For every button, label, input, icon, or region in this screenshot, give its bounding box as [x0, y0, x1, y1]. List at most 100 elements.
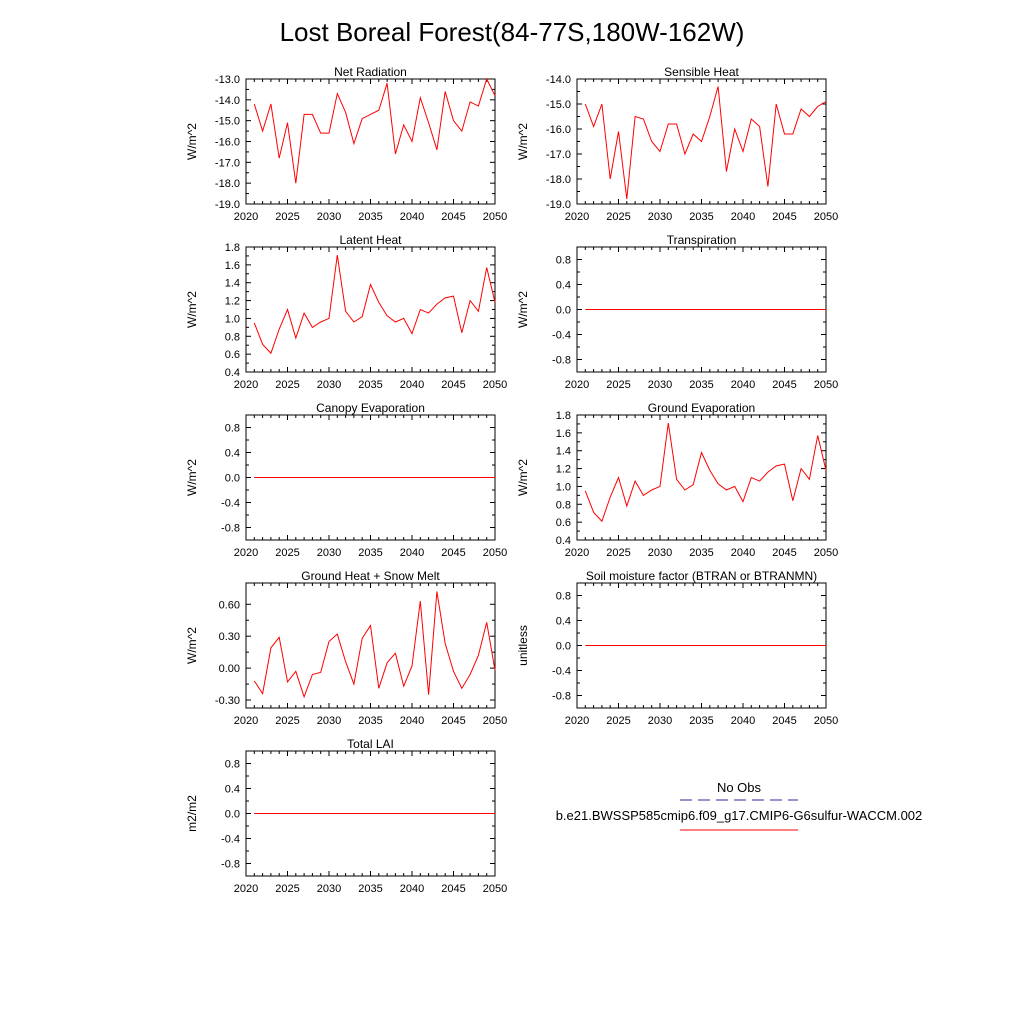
x-tick-label: 2030 — [648, 715, 672, 727]
y-tick-label: 1.8 — [556, 410, 571, 422]
y-tick-label: 0.4 — [556, 616, 571, 628]
y-tick-label: 1.6 — [556, 428, 571, 440]
x-tick-label: 2020 — [565, 715, 589, 727]
y-tick-label: 0.00 — [219, 663, 240, 675]
x-tick-label: 2025 — [275, 715, 299, 727]
y-tick-label: 0.8 — [225, 759, 240, 771]
y-tick-label: 1.4 — [225, 278, 240, 290]
x-tick-label: 2020 — [234, 883, 258, 895]
y-axis-label: W/m^2 — [185, 459, 199, 496]
x-tick-label: 2050 — [483, 547, 507, 559]
legend-model-label: b.e21.BWSSP585cmip6.f09_g17.CMIP6-G6sulf… — [556, 808, 923, 823]
panel-title: Transpiration — [667, 233, 737, 247]
y-tick-label: -0.8 — [552, 691, 571, 703]
panel-latent-heat: Latent Heat W/m^2 2020 2025 2030 2035 2040 2045… — [185, 233, 507, 391]
y-tick-label: 0.4 — [556, 280, 571, 292]
x-tick-label: 2035 — [689, 211, 713, 223]
x-tick-label: 2035 — [358, 883, 382, 895]
x-tick-label: 2025 — [275, 547, 299, 559]
panel-sensible-heat: Sensible Heat W/m^2 2020 2025 2030 2035 2040 20… — [516, 65, 838, 223]
y-tick-label: 1.6 — [225, 260, 240, 272]
x-tick-label: 2045 — [772, 715, 796, 727]
x-tick-label: 2020 — [234, 547, 258, 559]
panel-title: Soil moisture factor (BTRAN or BTRANMN) — [586, 569, 817, 583]
x-tick-label: 2040 — [400, 211, 424, 223]
y-tick-label: -16.0 — [215, 137, 240, 149]
x-tick-label: 2045 — [441, 211, 465, 223]
x-tick-label: 2045 — [772, 547, 796, 559]
y-tick-label: -0.4 — [221, 498, 240, 510]
x-tick-label: 2035 — [358, 547, 382, 559]
y-tick-label: 0.4 — [225, 784, 240, 796]
y-tick-label: 1.0 — [225, 313, 240, 325]
plot-frame — [245, 582, 496, 709]
y-tick-label: -17.0 — [546, 149, 571, 161]
y-tick-label: 0.6 — [556, 517, 571, 529]
x-tick-label: 2020 — [234, 211, 258, 223]
x-tick-label: 2035 — [358, 211, 382, 223]
x-tick-label: 2035 — [689, 715, 713, 727]
plot-frame — [576, 414, 827, 541]
panel-title: Net Radiation — [334, 65, 407, 79]
y-tick-label: -13.0 — [215, 74, 240, 86]
x-tick-label: 2050 — [814, 547, 838, 559]
x-tick-label: 2025 — [275, 883, 299, 895]
x-tick-label: 2040 — [731, 547, 755, 559]
x-tick-label: 2045 — [772, 211, 796, 223]
y-axis-label: unitless — [516, 625, 530, 666]
y-tick-label: 0.0 — [225, 809, 240, 821]
panel-transpiration: Transpiration W/m^2 2020 2025 2030 2035 2040 20… — [516, 233, 838, 391]
y-tick-label: 0.0 — [225, 473, 240, 485]
panel-ground-heat-snow-melt: Ground Heat + Snow Melt W/m^2 2020 2025 2030… — [185, 569, 507, 727]
x-tick-label: 2040 — [731, 379, 755, 391]
y-tick-label: 0.8 — [556, 255, 571, 267]
x-tick-label: 2030 — [317, 547, 341, 559]
y-axis-label: W/m^2 — [516, 291, 530, 328]
legend-obs-label: No Obs — [717, 780, 762, 795]
series-line — [253, 591, 496, 699]
x-tick-label: 2030 — [317, 211, 341, 223]
x-tick-label: 2020 — [234, 379, 258, 391]
y-tick-label: 1.2 — [556, 464, 571, 476]
x-tick-label: 2040 — [400, 883, 424, 895]
y-tick-label: 0.4 — [556, 535, 571, 547]
plot-frame — [245, 246, 496, 373]
x-tick-label: 2045 — [441, 379, 465, 391]
x-tick-label: 2035 — [358, 715, 382, 727]
x-tick-label: 2050 — [483, 715, 507, 727]
x-tick-label: 2030 — [317, 715, 341, 727]
y-axis-label: W/m^2 — [185, 123, 199, 160]
panel-soil-moisture-factor-btran-or-btranmn: Soil moisture factor (BTRAN or BTRANMN) u… — [516, 569, 838, 727]
x-tick-label: 2040 — [400, 379, 424, 391]
y-tick-label: -15.0 — [215, 116, 240, 128]
y-axis-label: m2/m2 — [185, 795, 199, 832]
panels: Net Radiation W/m^2 2020 2025 2030 2035 2040 20… — [185, 65, 838, 895]
x-tick-label: 2045 — [441, 547, 465, 559]
y-tick-label: 0.0 — [556, 641, 571, 653]
y-tick-label: 0.8 — [556, 591, 571, 603]
y-tick-label: -14.0 — [546, 74, 571, 86]
x-tick-label: 2025 — [275, 211, 299, 223]
y-tick-label: -19.0 — [546, 199, 571, 211]
y-tick-label: 1.2 — [225, 296, 240, 308]
y-tick-label: -0.8 — [552, 355, 571, 367]
y-tick-label: -17.0 — [215, 157, 240, 169]
x-tick-label: 2045 — [441, 883, 465, 895]
x-tick-label: 2030 — [648, 379, 672, 391]
panel-title: Sensible Heat — [664, 65, 739, 79]
x-tick-label: 2040 — [731, 715, 755, 727]
y-tick-label: -0.30 — [215, 695, 240, 707]
x-tick-label: 2020 — [565, 379, 589, 391]
series-line — [584, 86, 827, 200]
x-tick-label: 2025 — [606, 379, 630, 391]
y-tick-label: -16.0 — [546, 124, 571, 136]
x-tick-label: 2035 — [689, 379, 713, 391]
x-tick-label: 2020 — [565, 547, 589, 559]
x-tick-label: 2050 — [814, 715, 838, 727]
y-tick-label: 0.60 — [219, 599, 240, 611]
x-tick-label: 2050 — [814, 379, 838, 391]
series-line — [253, 254, 496, 355]
y-tick-label: -0.4 — [552, 330, 571, 342]
panel-ground-evaporation: Ground Evaporation W/m^2 2020 2025 2030 2035 2… — [516, 401, 838, 559]
